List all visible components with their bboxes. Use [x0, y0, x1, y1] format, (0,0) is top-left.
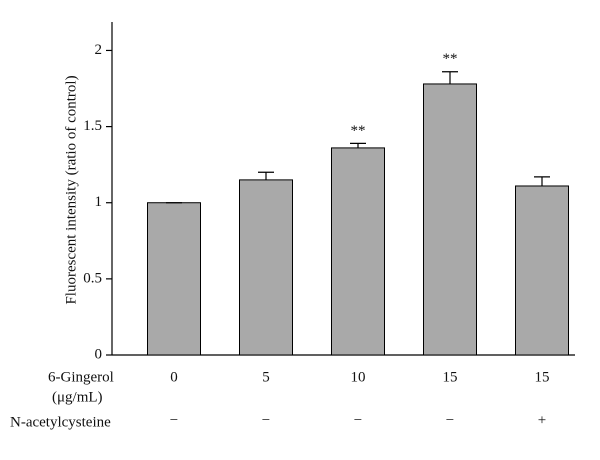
x-tick-label: 5	[262, 369, 270, 385]
significance-mark: **	[443, 51, 458, 67]
treatment-label: N-acetylcysteine	[10, 414, 111, 430]
treatment-value: −	[446, 412, 454, 428]
category-label: 6-Gingerol	[48, 369, 114, 385]
y-tick-label: 0.5	[83, 270, 102, 286]
bar	[423, 83, 477, 356]
x-tick-label: 15	[443, 369, 458, 385]
y-tick-label: 1	[95, 194, 103, 210]
x-tick-label: 15	[535, 369, 550, 385]
x-tick-label: 10	[351, 369, 366, 385]
bar	[515, 185, 569, 356]
bar	[147, 202, 201, 356]
error-bar	[442, 71, 458, 84]
error-bar	[350, 142, 366, 148]
y-axis-label: Fluorescent intensity (ratio of control)	[63, 75, 79, 304]
bar	[331, 147, 385, 356]
treatment-value: −	[262, 412, 270, 428]
significance-mark: **	[351, 123, 366, 139]
error-bar	[258, 171, 274, 180]
y-tick-label: 1.5	[83, 118, 102, 134]
treatment-value: −	[170, 412, 178, 428]
y-tick-label: 2	[95, 42, 103, 58]
category-unit: (μg/mL)	[52, 389, 103, 405]
treatment-value: +	[538, 412, 546, 428]
bar	[239, 179, 293, 356]
treatment-value: −	[354, 412, 362, 428]
x-tick-label: 0	[170, 369, 178, 385]
y-tick-label: 0	[95, 346, 103, 362]
error-bar	[534, 176, 550, 186]
